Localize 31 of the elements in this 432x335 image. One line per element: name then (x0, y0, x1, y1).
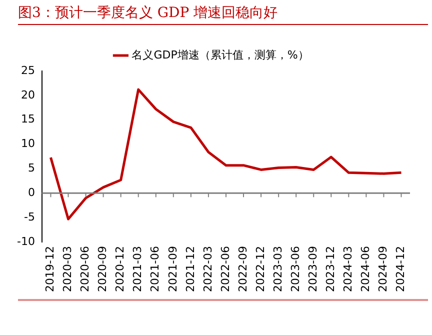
x-tick-label: 2024-06 (359, 246, 372, 292)
y-tick-label: 20 (20, 88, 35, 102)
y-tick-label: 10 (20, 137, 35, 150)
x-tick-label: 2022-12 (254, 246, 267, 292)
x-tick-label: 2022-03 (201, 246, 214, 292)
x-tick-label: 2024-09 (376, 246, 390, 292)
x-tick-label: 2020-09 (96, 246, 110, 292)
y-tick-label: 5 (28, 162, 35, 175)
x-tick-label: 2024-03 (342, 246, 355, 292)
x-tick-label: 2023-06 (288, 246, 302, 292)
x-tick-label: 2023-09 (306, 246, 320, 292)
x-tick-label: 2019-12 (44, 246, 57, 292)
x-tick-label: 2020-03 (61, 246, 74, 292)
y-tick-label: -5 (24, 210, 35, 224)
x-tick-label: 2023-12 (324, 246, 337, 292)
x-tick-label: 2022-09 (236, 246, 250, 292)
y-tick-label: 25 (20, 64, 35, 77)
x-tick-label: 2022-06 (218, 246, 232, 292)
y-tick-label: 15 (20, 112, 35, 126)
x-tick-label: 2021-03 (131, 246, 144, 292)
x-tick-label: 2021-09 (166, 246, 180, 292)
x-tick-label: 2024-12 (394, 246, 408, 292)
x-tick-label: 2023-03 (271, 246, 284, 292)
y-tick-label: -10 (17, 234, 35, 248)
x-tick-label: 2021-12 (184, 246, 197, 292)
y-tick-label: 0 (28, 186, 35, 200)
chart-title: 图3：预计一季度名义 GDP 增速回稳向好 (18, 4, 279, 22)
x-tick-label: 2021-06 (148, 246, 162, 292)
x-tick-label: 2020-06 (78, 246, 92, 292)
legend-label: 名义GDP增速（累计值，测算，%） (132, 48, 309, 62)
x-tick-label: 2020-12 (114, 246, 127, 292)
